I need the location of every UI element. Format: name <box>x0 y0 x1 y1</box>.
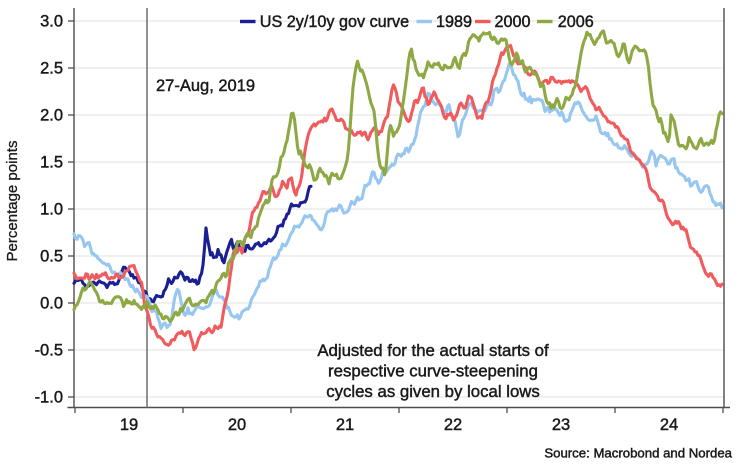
svg-text:22: 22 <box>444 416 462 434</box>
svg-text:24: 24 <box>660 416 678 434</box>
svg-text:3.0: 3.0 <box>40 13 63 31</box>
svg-text:-1.0: -1.0 <box>35 389 63 407</box>
svg-text:cycles as given by local lows: cycles as given by local lows <box>326 382 540 401</box>
svg-text:respective curve-steepening: respective curve-steepening <box>328 362 538 381</box>
svg-text:0.0: 0.0 <box>40 295 63 313</box>
svg-text:-0.5: -0.5 <box>35 342 63 360</box>
svg-text:US 2y/10y gov curve: US 2y/10y gov curve <box>260 13 409 31</box>
svg-text:23: 23 <box>552 416 570 434</box>
svg-text:20: 20 <box>228 416 246 434</box>
svg-text:Source: Macrobond and Nordea: Source: Macrobond and Nordea <box>544 446 732 461</box>
svg-text:2.5: 2.5 <box>40 60 63 78</box>
svg-text:1989: 1989 <box>436 13 472 31</box>
svg-text:2.0: 2.0 <box>40 107 63 125</box>
svg-text:2000: 2000 <box>495 13 531 31</box>
svg-text:1.5: 1.5 <box>40 154 63 172</box>
svg-text:27-Aug, 2019: 27-Aug, 2019 <box>156 77 255 95</box>
svg-text:19: 19 <box>120 416 138 434</box>
svg-text:2006: 2006 <box>558 13 594 31</box>
svg-text:Adjusted for the actual starts: Adjusted for the actual starts of <box>317 341 549 360</box>
svg-text:Percentage points: Percentage points <box>4 141 21 262</box>
svg-text:1.0: 1.0 <box>40 201 63 219</box>
svg-text:0.5: 0.5 <box>40 248 63 266</box>
svg-text:21: 21 <box>336 416 354 434</box>
